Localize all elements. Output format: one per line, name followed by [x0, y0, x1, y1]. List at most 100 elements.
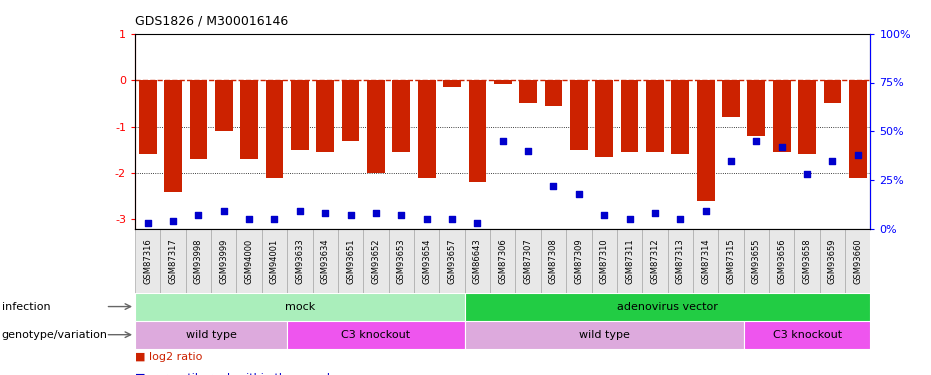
Bar	[240, 80, 258, 159]
Bar	[744, 321, 870, 349]
Bar	[465, 321, 744, 349]
Point	[216, 208, 231, 214]
Point	[495, 138, 510, 144]
Text: wild type: wild type	[579, 330, 629, 340]
Bar	[591, 229, 617, 292]
Point	[445, 216, 460, 222]
Text: GSM93634: GSM93634	[320, 238, 330, 284]
Text: GSM93658: GSM93658	[803, 238, 812, 284]
Text: mock: mock	[285, 302, 315, 312]
Text: GSM93999: GSM93999	[220, 238, 228, 284]
Bar	[465, 229, 490, 292]
Point	[597, 212, 612, 218]
Point	[850, 152, 865, 157]
Text: GSM93659: GSM93659	[828, 238, 837, 284]
Text: GSM87313: GSM87313	[676, 238, 685, 284]
Point	[141, 220, 155, 226]
Text: GSM87317: GSM87317	[169, 238, 178, 284]
Text: GSM87315: GSM87315	[726, 238, 735, 284]
Point	[166, 218, 181, 224]
Text: GSM93657: GSM93657	[448, 238, 456, 284]
Point	[698, 208, 713, 214]
Bar	[468, 80, 486, 182]
Text: GSM86643: GSM86643	[473, 238, 482, 284]
Text: wild type: wild type	[185, 330, 236, 340]
Text: GSM87307: GSM87307	[523, 238, 533, 284]
Bar	[516, 229, 541, 292]
Bar	[668, 229, 693, 292]
Point	[470, 220, 485, 226]
Text: GSM94000: GSM94000	[245, 238, 253, 284]
Point	[775, 144, 789, 150]
Point	[572, 190, 587, 196]
Bar	[317, 80, 334, 152]
Bar	[794, 229, 820, 292]
Point	[292, 208, 307, 214]
Bar	[265, 80, 283, 178]
Text: GSM93656: GSM93656	[777, 238, 786, 284]
Bar	[393, 80, 411, 152]
Bar	[291, 80, 309, 150]
Text: GSM93655: GSM93655	[752, 238, 761, 284]
Bar	[139, 80, 156, 154]
Point	[369, 210, 384, 216]
Text: C3 knockout: C3 knockout	[773, 330, 842, 340]
Bar	[215, 80, 233, 131]
Point	[825, 158, 840, 164]
Bar	[164, 80, 182, 192]
Point	[800, 171, 815, 177]
Point	[546, 183, 560, 189]
Bar	[722, 80, 740, 117]
Bar	[338, 229, 363, 292]
Bar	[342, 80, 359, 141]
Bar	[566, 229, 591, 292]
Bar	[824, 80, 842, 104]
Text: GSM87311: GSM87311	[625, 238, 634, 284]
Text: ■ log2 ratio: ■ log2 ratio	[135, 352, 202, 363]
Point	[647, 210, 662, 216]
Text: GSM87312: GSM87312	[651, 238, 659, 284]
Bar	[443, 80, 461, 87]
Bar	[211, 229, 236, 292]
Bar	[719, 229, 744, 292]
Bar	[236, 229, 262, 292]
Bar	[820, 229, 845, 292]
Bar	[493, 80, 512, 84]
Bar	[744, 229, 769, 292]
Bar	[287, 229, 313, 292]
Bar	[313, 229, 338, 292]
Bar	[545, 80, 562, 106]
Text: ■ percentile rank within the sample: ■ percentile rank within the sample	[135, 373, 337, 375]
Text: GSM87306: GSM87306	[498, 238, 507, 284]
Text: GSM93651: GSM93651	[346, 238, 355, 284]
Text: C3 knockout: C3 knockout	[342, 330, 411, 340]
Text: infection: infection	[2, 302, 50, 312]
Bar	[769, 229, 794, 292]
Bar	[418, 80, 436, 178]
Bar	[465, 292, 870, 321]
Point	[317, 210, 332, 216]
Text: GSM93653: GSM93653	[397, 238, 406, 284]
Bar	[363, 229, 388, 292]
Text: genotype/variation: genotype/variation	[2, 330, 108, 340]
Bar	[287, 321, 465, 349]
Bar	[190, 80, 208, 159]
Bar	[414, 229, 439, 292]
Text: GSM87309: GSM87309	[574, 238, 584, 284]
Text: GSM93654: GSM93654	[422, 238, 431, 284]
Text: GSM87308: GSM87308	[549, 238, 558, 284]
Bar	[160, 229, 185, 292]
Point	[191, 212, 206, 218]
Bar	[439, 229, 465, 292]
Bar	[519, 80, 537, 104]
Point	[520, 148, 535, 154]
Bar	[595, 80, 613, 157]
Point	[723, 158, 738, 164]
Bar	[490, 229, 516, 292]
Text: GSM87310: GSM87310	[600, 238, 609, 284]
Text: GSM94001: GSM94001	[270, 238, 279, 284]
Text: GSM93633: GSM93633	[295, 238, 304, 284]
Text: GSM93652: GSM93652	[371, 238, 381, 284]
Text: GDS1826 / M300016146: GDS1826 / M300016146	[135, 15, 289, 28]
Bar	[693, 229, 719, 292]
